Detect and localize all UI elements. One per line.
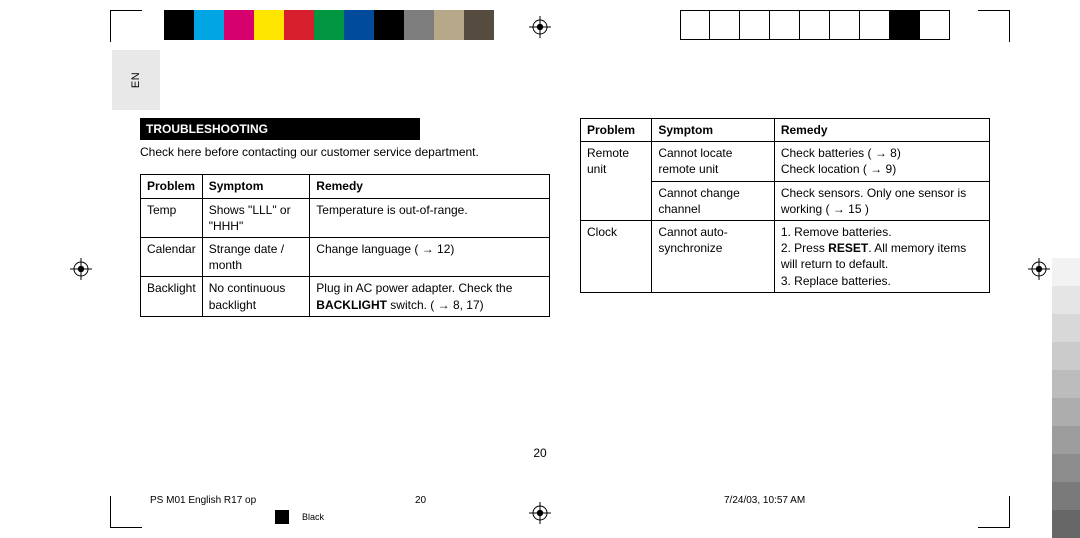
gray-swatch bbox=[1052, 342, 1080, 370]
color-swatch bbox=[164, 10, 194, 40]
crop-mark-tl bbox=[110, 10, 142, 42]
table-row: TempShows "LLL" or "HHH"Temperature is o… bbox=[141, 198, 550, 237]
color-bar-top-right bbox=[680, 10, 950, 40]
color-swatch bbox=[254, 10, 284, 40]
cell-symptom: Cannot auto-synchronize bbox=[652, 220, 774, 292]
cell-remedy: Temperature is out-of-range. bbox=[310, 198, 550, 237]
registration-mark-icon bbox=[529, 502, 551, 524]
gray-swatch bbox=[1052, 230, 1080, 258]
color-swatch bbox=[314, 10, 344, 40]
table-row: CalendarStrange date / monthChange langu… bbox=[141, 237, 550, 276]
footer-page: 20 bbox=[415, 495, 426, 506]
gray-swatch bbox=[1052, 286, 1080, 314]
troubleshooting-table-right: Problem Symptom Remedy Remote unitCannot… bbox=[580, 118, 990, 293]
color-swatch bbox=[224, 10, 254, 40]
cell-remedy: Check sensors. Only one sensor is workin… bbox=[774, 181, 989, 220]
col-symptom: Symptom bbox=[202, 175, 310, 198]
hollow-swatch bbox=[740, 10, 770, 40]
page-number: 20 bbox=[533, 446, 546, 460]
cell-problem: Temp bbox=[141, 198, 203, 237]
table-row: ClockCannot auto-synchronize1. Remove ba… bbox=[581, 220, 990, 292]
hollow-swatch bbox=[830, 10, 860, 40]
color-swatch bbox=[374, 10, 404, 40]
table-row: Remote unitCannot locate remote unitChec… bbox=[581, 142, 990, 181]
footer-datetime: 7/24/03, 10:57 AM bbox=[724, 495, 805, 506]
language-tab: EN bbox=[112, 50, 160, 110]
col-problem: Problem bbox=[141, 175, 203, 198]
registration-mark-icon bbox=[529, 16, 551, 38]
cell-problem: Calendar bbox=[141, 237, 203, 276]
gray-swatch bbox=[1052, 454, 1080, 482]
footer-color-label: Black bbox=[302, 512, 324, 522]
gray-swatch bbox=[1052, 370, 1080, 398]
footer-doc-name: PS M01 English R17 op bbox=[150, 495, 256, 506]
cell-symptom: Cannot change channel bbox=[652, 181, 774, 220]
color-swatch bbox=[464, 10, 494, 40]
color-swatch bbox=[434, 10, 464, 40]
hollow-swatch bbox=[680, 10, 710, 40]
gray-swatch bbox=[1052, 482, 1080, 510]
color-swatch bbox=[344, 10, 374, 40]
table-row: BacklightNo continuous backlightPlug in … bbox=[141, 277, 550, 316]
crop-mark-bl bbox=[110, 496, 142, 528]
color-swatch bbox=[284, 10, 314, 40]
crop-mark-tr bbox=[978, 10, 1010, 42]
hollow-swatch bbox=[800, 10, 830, 40]
hollow-swatch bbox=[860, 10, 890, 40]
color-bar-top-left bbox=[164, 10, 494, 40]
registration-mark-icon bbox=[1028, 258, 1050, 280]
hollow-swatch bbox=[770, 10, 800, 40]
gray-swatch bbox=[1052, 426, 1080, 454]
cell-symptom: Shows "LLL" or "HHH" bbox=[202, 198, 310, 237]
intro-text: Check here before contacting our custome… bbox=[140, 144, 550, 160]
color-swatch bbox=[404, 10, 434, 40]
col-problem: Problem bbox=[581, 119, 652, 142]
cell-symptom: Cannot locate remote unit bbox=[652, 142, 774, 181]
cell-remedy: Plug in AC power adapter. Check the BACK… bbox=[310, 277, 550, 316]
cell-remedy: 1. Remove batteries.2. Press RESET. All … bbox=[774, 220, 989, 292]
section-title: TROUBLESHOOTING bbox=[140, 118, 420, 140]
hollow-swatch bbox=[920, 10, 950, 40]
left-column: TROUBLESHOOTING Check here before contac… bbox=[140, 118, 550, 478]
color-bar-right bbox=[1052, 230, 1080, 538]
black-swatch-icon bbox=[275, 510, 289, 524]
registration-mark-icon bbox=[70, 258, 92, 280]
col-remedy: Remedy bbox=[774, 119, 989, 142]
gray-swatch bbox=[1052, 398, 1080, 426]
gray-swatch bbox=[1052, 258, 1080, 286]
cell-problem: Remote unit bbox=[581, 142, 652, 221]
gray-swatch bbox=[1052, 314, 1080, 342]
hollow-swatch bbox=[890, 10, 920, 40]
cell-symptom: Strange date / month bbox=[202, 237, 310, 276]
hollow-swatch bbox=[710, 10, 740, 40]
cell-problem: Backlight bbox=[141, 277, 203, 316]
gray-swatch bbox=[1052, 510, 1080, 538]
crop-mark-br bbox=[978, 496, 1010, 528]
cell-symptom: No continuous backlight bbox=[202, 277, 310, 316]
right-column: Problem Symptom Remedy Remote unitCannot… bbox=[580, 118, 990, 478]
page-body: TROUBLESHOOTING Check here before contac… bbox=[140, 118, 990, 478]
cell-remedy: Check batteries ( → 8)Check location ( →… bbox=[774, 142, 989, 181]
color-swatch bbox=[194, 10, 224, 40]
col-remedy: Remedy bbox=[310, 175, 550, 198]
cell-problem: Clock bbox=[581, 220, 652, 292]
cell-remedy: Change language ( → 12) bbox=[310, 237, 550, 276]
col-symptom: Symptom bbox=[652, 119, 774, 142]
language-tab-label: EN bbox=[130, 72, 142, 88]
troubleshooting-table-left: Problem Symptom Remedy TempShows "LLL" o… bbox=[140, 174, 550, 316]
